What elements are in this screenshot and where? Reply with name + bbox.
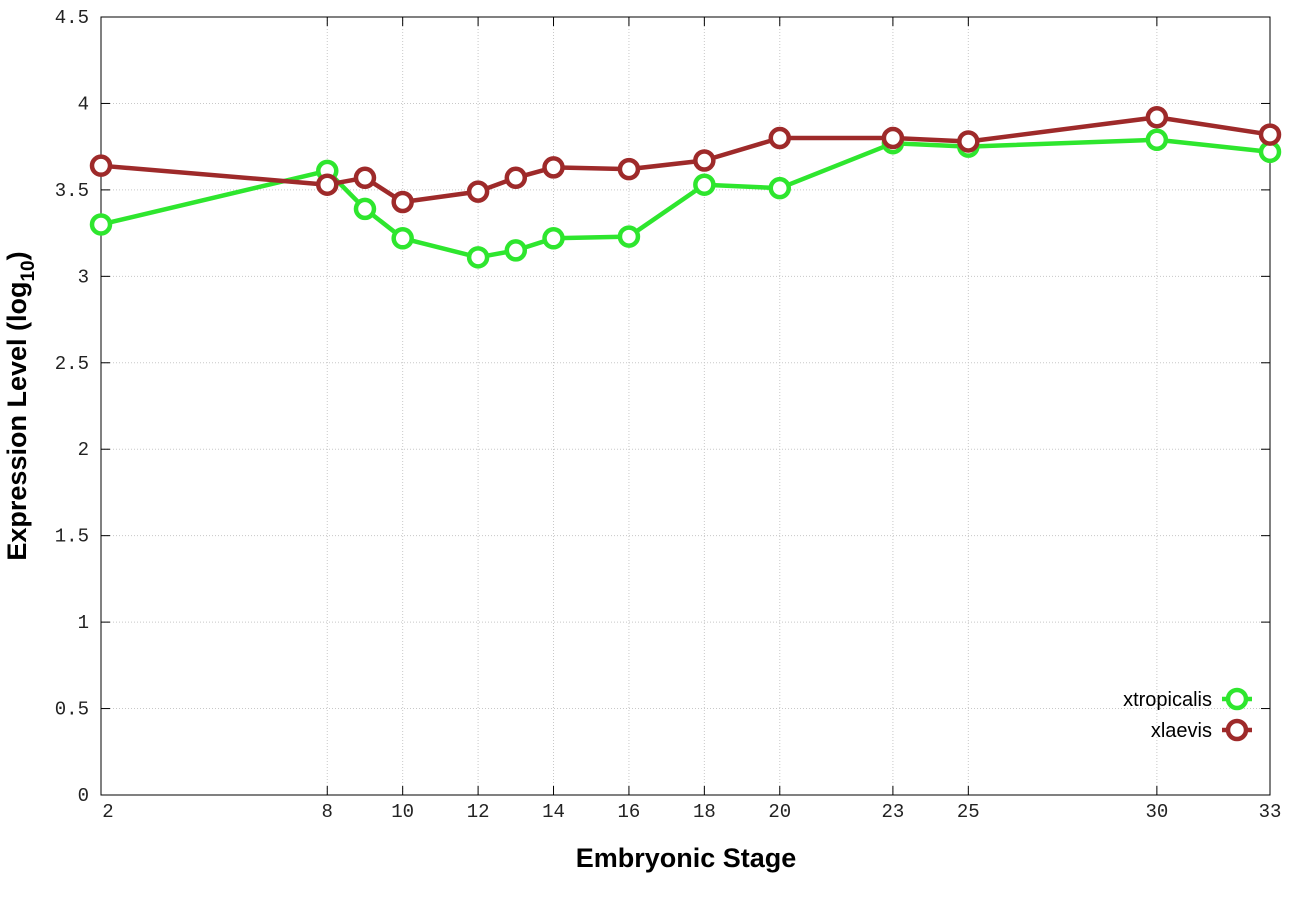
y-tick-label: 2.5 [55, 353, 89, 375]
y-title-sub: 10 [18, 260, 39, 281]
point [1258, 123, 1282, 146]
y-title-end: ) [2, 251, 32, 260]
point [391, 190, 414, 214]
x-tick-label: 10 [391, 801, 414, 823]
y-title-main: Expression Level (log [2, 282, 32, 561]
point [316, 173, 339, 196]
point [466, 180, 490, 203]
x-tick-label: 2 [102, 801, 113, 823]
point [353, 197, 377, 221]
x-tick-label: 12 [467, 801, 490, 823]
x-tick-label: 8 [322, 801, 333, 823]
point [693, 149, 716, 172]
point [617, 225, 641, 248]
x-tick-label: 16 [618, 801, 641, 823]
point [466, 246, 490, 269]
y-tick-label: 0 [78, 785, 89, 807]
point [957, 130, 980, 153]
y-axis-title: Expression Level (log10) [2, 251, 39, 560]
y-tick-label: 3.5 [55, 180, 89, 202]
point [353, 166, 377, 190]
point [89, 154, 113, 177]
y-tick-label: 4 [78, 93, 89, 115]
point [693, 173, 716, 196]
y-tick-label: 2 [78, 439, 89, 461]
point [1145, 106, 1169, 129]
point [768, 126, 792, 150]
point [881, 126, 905, 150]
y-tick-label: 4.5 [55, 7, 89, 29]
point [504, 166, 528, 190]
x-tick-label: 20 [768, 801, 791, 823]
point [504, 239, 528, 262]
x-tick-label: 18 [693, 801, 716, 823]
point [768, 176, 792, 200]
y-tick-label: 3 [78, 266, 89, 288]
y-tick-label: 1 [78, 612, 89, 634]
x-tick-label: 25 [957, 801, 980, 823]
y-tick-label: 0.5 [55, 699, 89, 721]
point [89, 213, 113, 236]
legend-label: xlaevis [1151, 720, 1212, 742]
point [617, 157, 641, 181]
x-tick-label: 30 [1145, 801, 1168, 823]
point [542, 227, 565, 250]
plot-border [100, 16, 1271, 796]
x-tick-label: 23 [881, 801, 904, 823]
x-axis-title: Embryonic Stage [576, 843, 797, 873]
x-tick-label: 33 [1259, 801, 1282, 823]
legend-label: xtropicalis [1123, 689, 1212, 711]
legend-marker [1225, 718, 1249, 742]
legend-marker [1225, 687, 1249, 711]
x-tick-label: 14 [542, 801, 565, 823]
y-tick-label: 1.5 [55, 526, 89, 548]
point [1145, 128, 1169, 152]
point [391, 227, 414, 250]
point [542, 156, 565, 179]
